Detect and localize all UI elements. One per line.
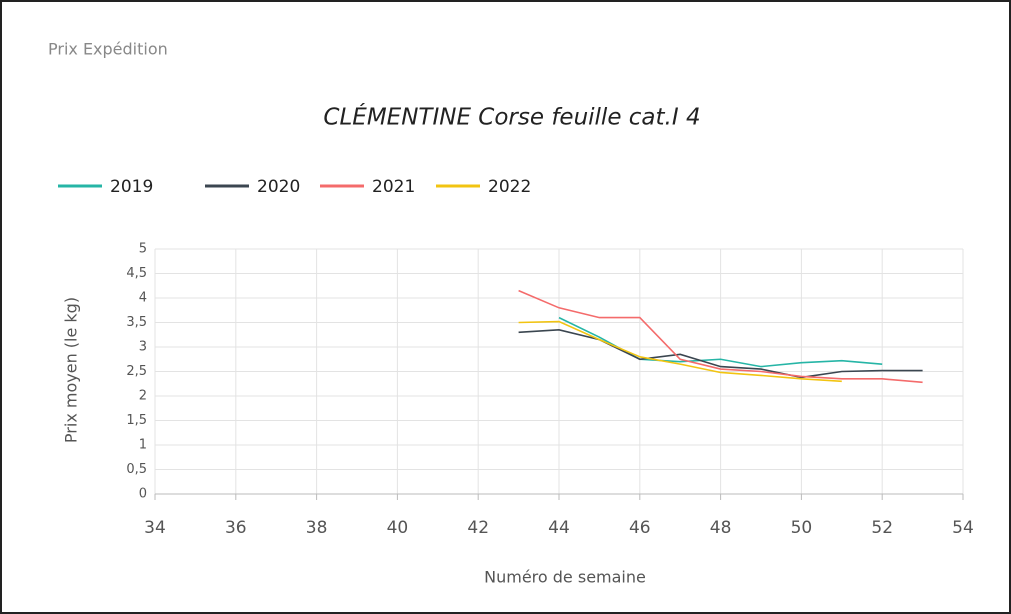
x-tick-label: 50 [791,518,813,538]
y-tick-label: 2,5 [126,364,147,379]
y-tick-label: 3 [139,340,147,355]
y-tick-label: 0 [139,487,147,502]
y-tick-label: 1 [139,438,147,453]
x-tick-label: 38 [306,518,328,538]
legend-label: 2019 [110,177,153,197]
series-line [518,329,923,379]
series-line [518,289,923,384]
y-axis-label: Prix moyen (le kg) [62,297,81,443]
legend-label: 2020 [257,177,300,197]
series-line [518,320,842,383]
x-tick-label: 34 [144,518,166,538]
x-tick-label: 40 [387,518,409,538]
x-tick-label: 46 [629,518,651,538]
y-tick-label: 2 [139,389,147,404]
x-axis-label: Numéro de semaine [484,568,646,587]
y-tick-label: 0,5 [126,462,147,477]
y-tick-label: 5 [139,242,147,257]
header: Prix Expédition [48,40,168,59]
x-tick-label: 42 [467,518,489,538]
x-tick-label: 52 [871,518,893,538]
x-tick-label: 36 [225,518,247,538]
y-tick-label: 4 [139,291,147,306]
x-tick-label: 48 [710,518,732,538]
y-tick-label: 1,5 [126,413,147,428]
x-tick-label: 44 [548,518,570,538]
y-tick-label: 3,5 [126,315,147,330]
x-tick-label: 54 [952,518,974,538]
legend-label: 2022 [488,177,531,197]
legend-label: 2021 [372,177,415,197]
y-tick-label: 4,5 [126,266,147,281]
chart-title: CLÉMENTINE Corse feuille cat.I 4 [323,103,700,131]
